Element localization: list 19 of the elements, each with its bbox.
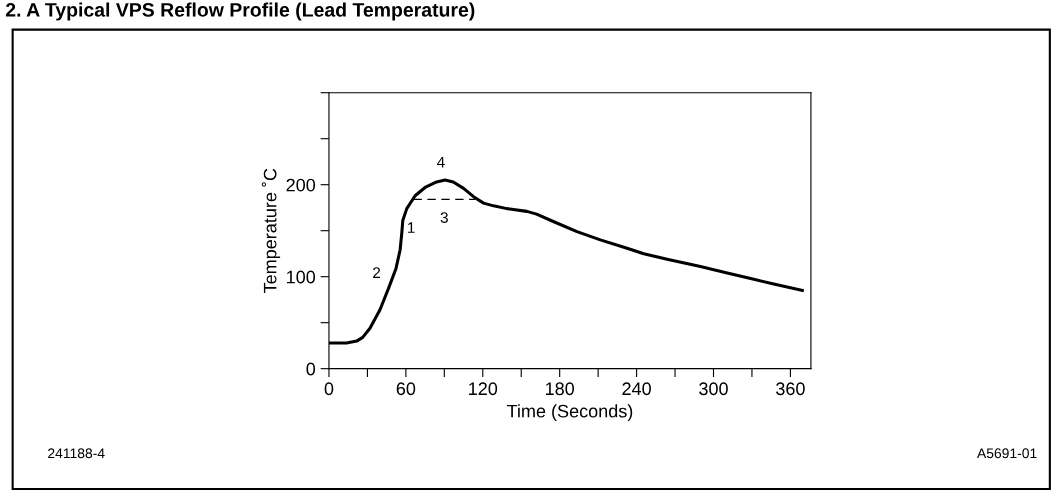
text: A5691-01	[977, 448, 1037, 459]
x-tick-label: 300	[699, 382, 728, 396]
x-axis-title: Time (Seconds)	[506, 404, 633, 422]
x-tick-label: 360	[776, 382, 805, 396]
y-tick-label: 0	[306, 362, 316, 376]
annotation: 3	[440, 212, 448, 223]
x-tick-label: 120	[469, 382, 498, 396]
annotation: 4	[437, 156, 445, 168]
y-tick-label: 200	[286, 178, 316, 192]
x-tick-label: 240	[622, 382, 651, 396]
text: 241188-4	[48, 448, 105, 459]
x-tick-label: 0	[324, 382, 334, 396]
chart-title: 2. A Typical VPS Reflow Profile (Lead Temperature)	[5, 2, 475, 21]
y-tick-label: 100	[287, 270, 316, 284]
annotation: 2	[373, 267, 381, 278]
x-tick-label: 180	[546, 382, 575, 396]
annotation: 1	[408, 222, 415, 233]
y-axis-title: Temperature ˚C	[261, 168, 281, 293]
x-tick-label: 60	[396, 382, 416, 396]
